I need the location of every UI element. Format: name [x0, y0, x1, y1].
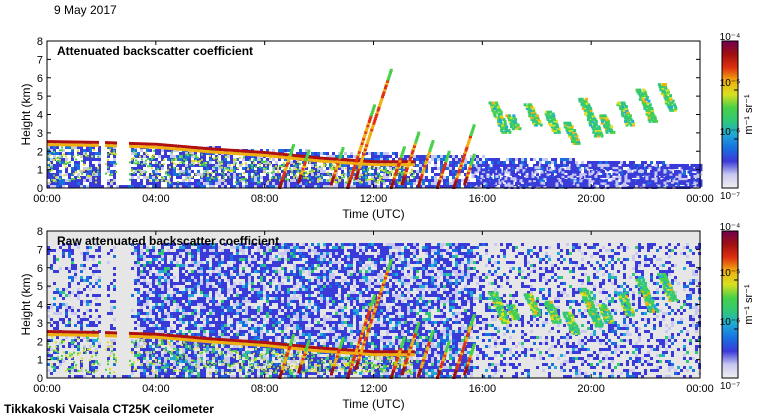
- colorbar-tick-label: 10⁻⁶: [720, 127, 741, 138]
- raw-colorbar-scale: [721, 230, 739, 379]
- y-tick-label: 1: [37, 165, 43, 177]
- date-label: 9 May 2017: [54, 3, 117, 17]
- y-tick-label: 6: [37, 73, 43, 85]
- y-tick-label: 4: [37, 110, 43, 122]
- x-tick-label: 20:00: [577, 193, 605, 205]
- attenuated-x-axis-label: Time (UTC): [342, 207, 404, 221]
- attenuated-colorbar-scale: [721, 40, 739, 189]
- y-tick-label: 7: [37, 244, 43, 256]
- y-tick-label: 1: [37, 355, 43, 367]
- y-tick-label: 8: [37, 226, 43, 238]
- attenuated-y-axis: 0 1 2 3 4 5 6 7 8 Height (km): [19, 36, 700, 195]
- y-tick-label: 7: [37, 54, 43, 66]
- y-tick-label: 3: [37, 128, 43, 140]
- raw-colorbar: 10⁻⁷ 10⁻⁶ 10⁻⁵ 10⁻⁴ m⁻¹ sr⁻¹: [720, 222, 755, 392]
- x-tick-label: 08:00: [251, 383, 279, 395]
- attenuated-panel-title: Attenuated backscatter coefficient: [57, 44, 253, 58]
- x-tick-label: 04:00: [142, 193, 170, 205]
- x-tick-label: 04:00: [142, 383, 170, 395]
- raw-colorbar-label: m⁻¹ sr⁻¹: [743, 284, 755, 325]
- x-tick-label: 16:00: [469, 383, 497, 395]
- raw-backscatter-panel: 00:00 04:00 08:00 12:00 16:00 20:00 00:00 Time …: [19, 222, 755, 411]
- attenuated-heatmap-cells: [47, 68, 703, 189]
- x-tick-label: 08:00: [251, 193, 279, 205]
- attenuated-y-axis-label: Height (km): [19, 83, 33, 145]
- attenuated-colorbar-label: m⁻¹ sr⁻¹: [743, 94, 755, 135]
- x-tick-label: 12:00: [360, 193, 388, 205]
- colorbar-tick-label: 10⁻⁴: [720, 32, 741, 43]
- x-tick-label: 16:00: [469, 193, 497, 205]
- site-label: Tikkakoski Vaisala CT25K ceilometer: [4, 402, 214, 416]
- y-tick-label: 0: [37, 183, 43, 195]
- colorbar-tick-label: 10⁻⁵: [720, 268, 741, 279]
- x-tick-label: 00:00: [33, 193, 61, 205]
- x-tick-label: 12:00: [360, 383, 388, 395]
- colorbar-tick-label: 10⁻⁷: [720, 191, 740, 202]
- raw-y-axis-label: Height (km): [19, 273, 33, 335]
- raw-x-axis: 00:00 04:00 08:00 12:00 16:00 20:00 00:00 Time …: [33, 231, 714, 411]
- y-tick-label: 8: [37, 36, 43, 48]
- y-tick-label: 5: [37, 91, 43, 103]
- raw-y-axis: 0 1 2 3 4 5 6 7 8 Height (km): [19, 226, 700, 385]
- y-tick-label: 2: [37, 336, 43, 348]
- y-tick-label: 3: [37, 318, 43, 330]
- raw-panel-title: Raw attenuated backscatter coefficient: [57, 234, 279, 248]
- colorbar-tick-label: 10⁻⁶: [720, 317, 741, 328]
- y-tick-label: 6: [37, 263, 43, 275]
- raw-x-axis-label: Time (UTC): [342, 397, 404, 411]
- colorbar-tick-label: 10⁻⁴: [720, 222, 741, 233]
- x-tick-label: 00:00: [686, 193, 714, 205]
- y-tick-label: 4: [37, 300, 43, 312]
- attenuated-x-axis: 00:00 04:00 08:00 12:00 16:00 20:00 00:00 Time …: [33, 41, 714, 221]
- y-tick-label: 5: [37, 281, 43, 293]
- colorbar-tick-label: 10⁻⁷: [720, 381, 740, 392]
- attenuated-backscatter-panel: 00:00 04:00 08:00 12:00 16:00 20:00 00:00 Time …: [19, 32, 755, 221]
- raw-heatmap-cells: [47, 243, 701, 379]
- colorbar-tick-label: 10⁻⁵: [720, 78, 741, 89]
- x-tick-label: 00:00: [686, 383, 714, 395]
- x-tick-label: 00:00: [33, 383, 61, 395]
- y-tick-label: 0: [37, 373, 43, 385]
- attenuated-colorbar: 10⁻⁷ 10⁻⁶ 10⁻⁵ 10⁻⁴ m⁻¹ sr⁻¹: [720, 32, 755, 202]
- x-tick-label: 20:00: [577, 383, 605, 395]
- y-tick-label: 2: [37, 146, 43, 158]
